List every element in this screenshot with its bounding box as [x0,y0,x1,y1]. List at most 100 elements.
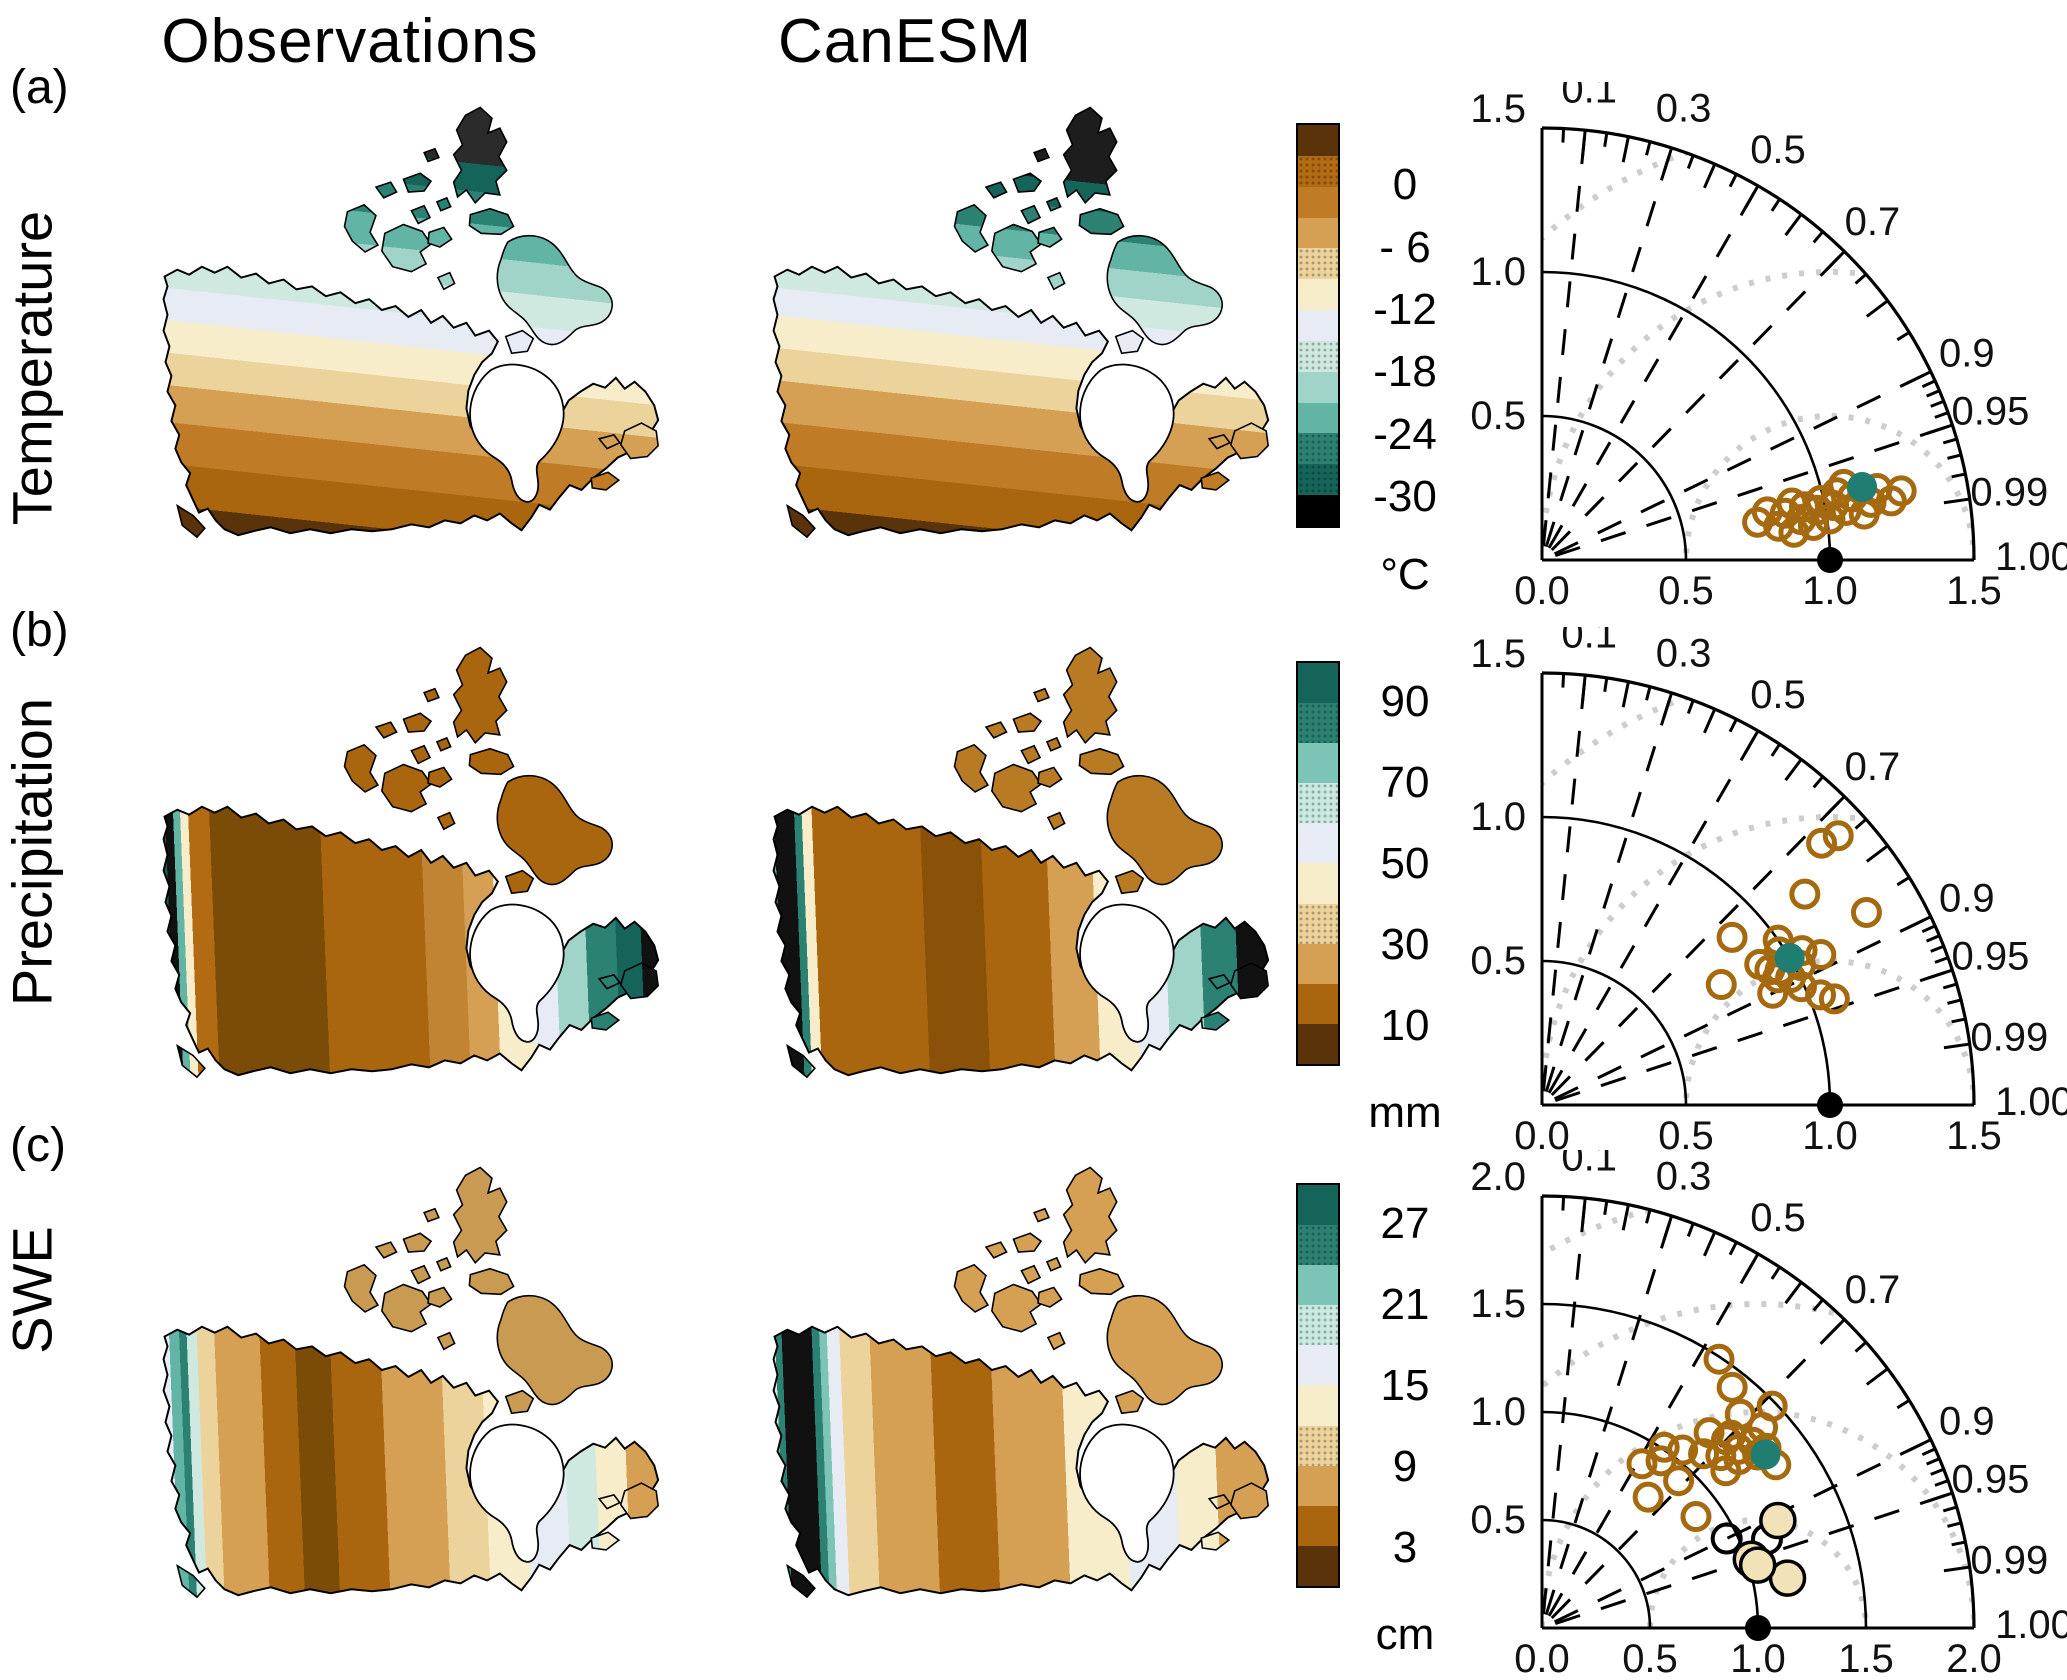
correlation-dashed-line [1550,798,1843,1097]
correlation-tick [1581,675,1587,702]
correlation-tick [1686,699,1695,714]
correlation-tick [1784,1281,1803,1305]
colorbar-tick-label: 27 [1380,1198,1430,1248]
colorbar-segment [1298,1545,1338,1586]
std-tick-label-left: 1.0 [1470,795,1526,839]
ensemble-member-point [1703,1343,1735,1375]
hudson-bay [1079,363,1175,503]
colorbar-segment [1298,340,1338,372]
ensemble-member-point [1680,1501,1712,1533]
correlation-tick [1621,136,1630,163]
column-title-canesm: CanESM [777,7,1033,76]
ensemble-member-point [1850,896,1882,928]
correlation-tick [1930,1467,1945,1476]
arctic-island [1045,1256,1062,1272]
taylor-diagram-swe: 0.1 0.3 0.5 0.7 0.9 0.95 0.99 1.00 0.0 0.5 0.5 1.0 1… [1470,1150,2067,1680]
correlation-dashed-line [1541,133,1587,547]
arctic-island [1020,204,1042,225]
island [1229,1482,1269,1520]
std-arc [1541,815,1832,1106]
correlation-tick [1896,876,1910,887]
row-label-swe: SWE [0,1226,64,1354]
std-tick-label-bottom: 0.5 [1658,1114,1714,1157]
arctic-island [468,1267,515,1296]
correlation-tick [1561,128,1566,143]
correlation-label: 0.99 [1970,1015,2048,1059]
std-arc [1541,959,1688,1106]
correlation-label: 0.99 [1970,470,2048,514]
colorbar-segment [1298,743,1338,784]
arctic-island [381,223,433,273]
ensemble-member-point [1663,1465,1695,1497]
island [1207,1493,1232,1510]
correlation-tick [1703,708,1717,734]
ensemble-member-point [1805,979,1837,1011]
colorbar-scale [1296,661,1340,1066]
colorbar-segment [1298,1225,1338,1266]
arctic-island [1078,747,1125,776]
correlation-dashed-line [1553,917,1928,1101]
arctic-island [1033,687,1050,703]
arctic-island [1046,811,1066,831]
colorbar-segment [1298,155,1338,187]
correlation-dashed-line [1547,188,1758,549]
colorbar-segment [1298,125,1338,156]
panel-label-c: (c) [10,1119,66,1172]
correlation-tick [1662,1215,1674,1242]
hudson-bay [469,363,565,503]
correlation-tick [1925,1457,1941,1466]
ensemble-mean-point [1750,1439,1781,1470]
arctic-island [1012,712,1043,733]
correlation-tick [1925,389,1941,398]
correlation-tick [1621,681,1630,708]
correlation-label: 0.7 [1845,745,1901,789]
std-arc [1541,414,1688,561]
arctic-island [1033,1207,1050,1223]
correlation-tick [1947,1521,1962,1528]
ensemble-member-point [1705,969,1737,1001]
reference-point [1817,547,1843,573]
colorbar-tick-label: 0 [1392,160,1418,210]
arctic-island [1020,1264,1042,1285]
correlation-label: 0.5 [1750,673,1806,717]
correlation-label: 1.00 [1995,1080,2067,1124]
correlation-label: 0.5 [1750,1196,1806,1240]
colorbar-unit: °C [1380,550,1430,599]
colorbar-tick-label: -18 [1373,347,1437,397]
std-tick-label-left: 1.5 [1470,632,1526,676]
colorbar-tick-label: -30 [1373,471,1437,521]
correlation-tick [1603,677,1609,692]
correlation-label: 1.00 [1995,1603,2067,1647]
colorbar-segment [1298,1425,1338,1466]
std-tick-label-left: 2.0 [1470,1155,1526,1199]
correlation-dashed-line [1554,424,1950,558]
correlation-tick [1703,1231,1717,1257]
correlation-label: 0.9 [1939,876,1995,920]
arctic-island [1037,226,1063,248]
ensemble-member-point [1778,516,1810,548]
correlation-tick [1743,185,1760,210]
colorbar-tick-label: 30 [1380,919,1430,969]
arctic-island [374,181,398,199]
ensemble-member-point [1648,1431,1680,1463]
colorbar-tick-label: 21 [1380,1279,1430,1329]
ensemble-member-point [1710,1424,1742,1456]
std-tick-label-left: 1.5 [1470,1282,1526,1326]
correlation-tick [1927,423,1953,435]
hudson-bay [1079,1423,1175,1563]
correlation-tick [1743,1253,1760,1278]
correlation-tick [1581,130,1587,157]
arctic-island [452,106,508,205]
arctic-island [1045,196,1062,212]
arctic-island [1114,329,1145,355]
correlation-tick [1728,718,1738,733]
ensemble-member-point [1724,1398,1756,1430]
panel-label-b: (b) [10,604,69,657]
black-open-point [1710,1522,1743,1555]
std-arc [1541,1518,1652,1629]
arctic-island [1012,172,1043,193]
std-tick-label-bottom: 1.0 [1802,1114,1858,1157]
panel-label-a: (a) [10,61,69,114]
island [619,1482,659,1520]
arctic-island [343,203,380,253]
